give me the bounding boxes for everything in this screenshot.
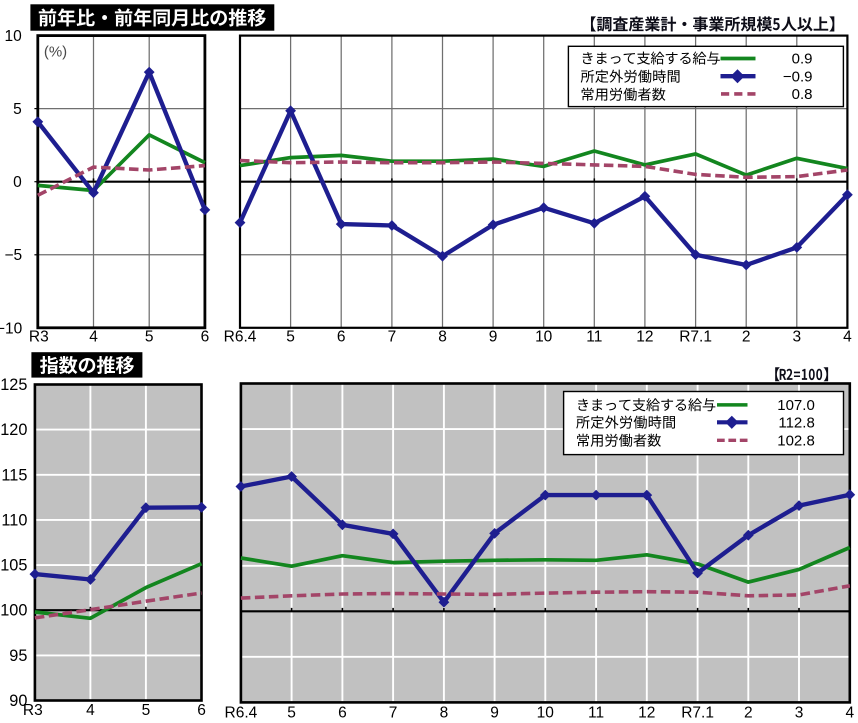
svg-text:115: 115 — [1, 466, 27, 484]
svg-text:110: 110 — [1, 511, 27, 529]
svg-text:0.8: 0.8 — [792, 86, 813, 103]
svg-text:R3: R3 — [29, 329, 49, 346]
svg-text:90: 90 — [9, 692, 27, 710]
svg-text:107.0: 107.0 — [777, 397, 815, 414]
svg-text:95: 95 — [9, 647, 27, 665]
svg-text:0: 0 — [13, 174, 22, 191]
svg-text:11: 11 — [586, 329, 602, 346]
svg-text:0.9: 0.9 — [792, 51, 813, 68]
svg-text:5: 5 — [287, 704, 296, 721]
svg-text:8: 8 — [440, 704, 449, 721]
svg-text:125: 125 — [0, 376, 27, 394]
svg-text:4: 4 — [845, 704, 854, 721]
svg-text:6: 6 — [201, 329, 210, 346]
svg-text:5: 5 — [142, 702, 151, 719]
svg-text:−0.9: −0.9 — [783, 69, 813, 86]
svg-text:R3: R3 — [23, 702, 43, 719]
svg-text:(%): (%) — [44, 44, 67, 61]
svg-text:12: 12 — [636, 329, 653, 346]
svg-text:5: 5 — [145, 329, 154, 346]
svg-text:8: 8 — [438, 329, 447, 346]
svg-text:R7.1: R7.1 — [679, 329, 712, 346]
svg-text:7: 7 — [389, 704, 398, 721]
svg-text:9: 9 — [489, 329, 498, 346]
svg-text:10: 10 — [537, 704, 555, 721]
svg-text:12: 12 — [638, 704, 655, 721]
svg-text:10: 10 — [5, 28, 23, 45]
svg-text:10: 10 — [535, 329, 553, 346]
svg-text:6: 6 — [337, 329, 346, 346]
svg-text:4: 4 — [843, 329, 852, 346]
svg-text:R7.1: R7.1 — [681, 704, 714, 721]
svg-text:R6.4: R6.4 — [225, 704, 258, 721]
svg-text:R6.4: R6.4 — [224, 329, 257, 346]
svg-text:5: 5 — [286, 329, 295, 346]
svg-text:102.8: 102.8 — [777, 433, 815, 450]
svg-text:2: 2 — [744, 704, 753, 721]
svg-text:6: 6 — [338, 704, 347, 721]
svg-text:112.8: 112.8 — [778, 415, 814, 432]
svg-text:3: 3 — [792, 329, 801, 346]
svg-text:4: 4 — [89, 329, 98, 346]
svg-text:9: 9 — [490, 704, 499, 721]
svg-text:105: 105 — [0, 557, 27, 575]
svg-text:−5: −5 — [5, 247, 23, 264]
svg-text:5: 5 — [13, 101, 22, 118]
svg-text:11: 11 — [588, 704, 604, 721]
svg-text:−10: −10 — [0, 320, 23, 337]
svg-text:3: 3 — [795, 704, 804, 721]
svg-text:120: 120 — [0, 421, 27, 439]
svg-text:6: 6 — [197, 702, 206, 719]
svg-text:100: 100 — [0, 602, 27, 620]
svg-text:7: 7 — [388, 329, 397, 346]
svg-text:4: 4 — [86, 702, 95, 719]
svg-text:2: 2 — [742, 329, 751, 346]
